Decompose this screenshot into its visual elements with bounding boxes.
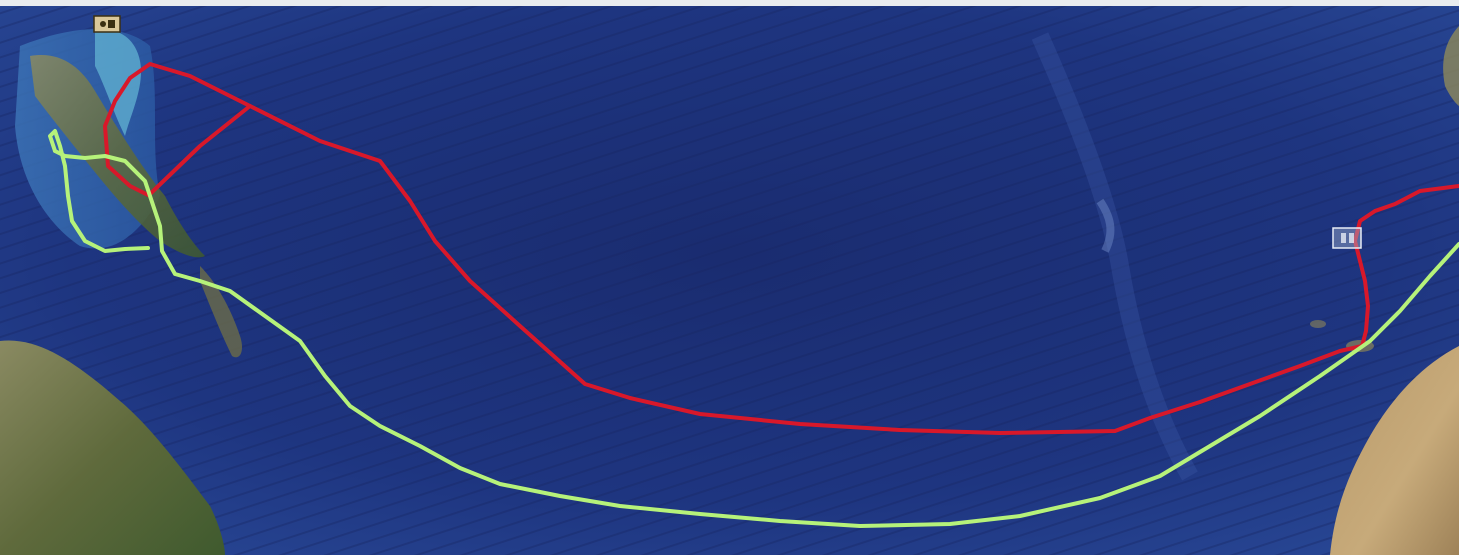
land-africa <box>1330 346 1459 555</box>
route-red-shortcut[interactable] <box>148 104 252 196</box>
land-lesser-antilles <box>200 266 243 358</box>
route-green-line[interactable] <box>53 149 1459 528</box>
route-green-loop[interactable] <box>48 129 150 253</box>
land-caribbean-islands <box>30 55 205 258</box>
land-iberia-edge <box>1443 26 1459 106</box>
madeira-island <box>1310 320 1326 328</box>
placemark-icon[interactable] <box>1332 227 1362 249</box>
placemark-icon[interactable] <box>93 15 121 33</box>
ocean-floor-texture <box>0 6 1459 555</box>
mid-ocean-ridge <box>1031 32 1198 481</box>
land-south-america <box>0 340 225 555</box>
bahamas-banks <box>95 29 142 136</box>
map-canvas[interactable] <box>0 6 1459 555</box>
seamount-chain <box>1096 198 1115 253</box>
route-red-line[interactable] <box>103 62 1459 435</box>
